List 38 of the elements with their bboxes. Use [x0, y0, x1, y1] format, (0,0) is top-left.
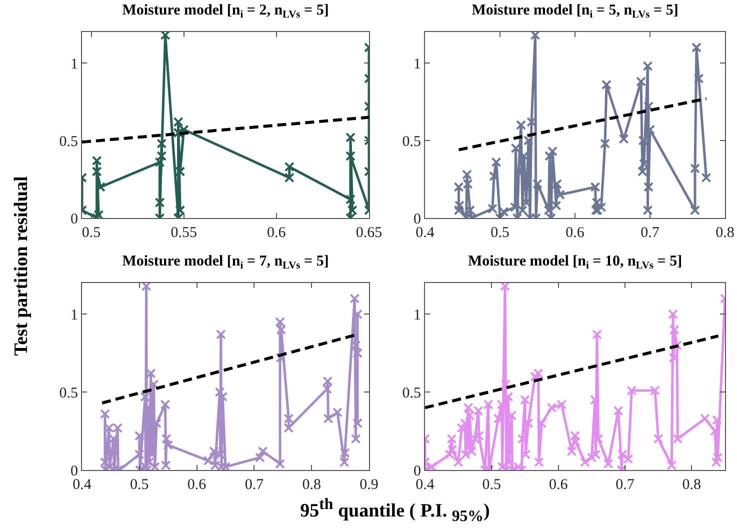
x-tick-label: 0.7: [640, 225, 660, 241]
y-tick-label: 0.5: [59, 134, 78, 150]
x-tick-label: 0.65: [356, 225, 382, 241]
y-tick-label: 0.5: [59, 385, 78, 402]
x-tick-label: 0.6: [187, 477, 207, 493]
y-tick-label: 1: [70, 56, 78, 72]
x-tick-label: 0.4: [72, 477, 92, 493]
y-tick-label: 0.5: [402, 385, 421, 402]
x-tick-label: 0.5: [490, 225, 510, 241]
x-tick-label: 0.6: [548, 477, 568, 493]
y-axis-title: Test partition residual: [11, 175, 33, 358]
x-tick-label: 0.5: [482, 477, 502, 493]
x-tick-label: 0.6: [566, 225, 585, 241]
x-tick-label: 0.4: [416, 477, 435, 493]
x-tick-label: 0.7: [244, 477, 264, 493]
x-axis-title: 95$^{th}$ quantile ( P.I. $_{95%}$): [299, 496, 491, 526]
y-tick-label: 0.5: [402, 134, 421, 150]
y-tick-label: 0: [70, 463, 78, 480]
chart-title: Moisture model [n$_{i}$ = 10, n$_{LVs}$ = 5]: [468, 254, 682, 272]
y-tick-label: 0: [70, 211, 78, 228]
y-tick-label: 0: [414, 211, 421, 228]
x-tick-label: 0.55: [170, 225, 197, 241]
y-tick-label: 0: [414, 463, 421, 480]
x-tick-label: 0.9: [360, 477, 378, 493]
x-tick-label: 0.7: [616, 477, 635, 493]
x-tick-label: 0.4: [416, 225, 435, 241]
chart-title: Moisture model [n$_{i}$ = 7, n$_{LVs}$ = 5]: [122, 254, 329, 272]
x-tick-label: 0.5: [82, 225, 101, 241]
x-tick-label: 0.8: [682, 477, 702, 493]
y-tick-label: 1: [414, 56, 421, 72]
y-tick-label: 1: [414, 307, 421, 324]
chart-title: Moisture model [n$_{i}$ = 2, n$_{LVs}$ = 5]: [122, 2, 329, 21]
x-tick-label: 0.8: [302, 477, 321, 493]
chart-title: Moisture model [n$_{i}$ = 5, n$_{LVs}$ = 5]: [472, 2, 678, 21]
x-tick-label: 0.8: [716, 225, 734, 241]
x-tick-label: 0.6: [267, 225, 286, 241]
x-tick-label: 0.5: [130, 477, 149, 493]
y-tick-label: 1: [70, 307, 78, 324]
